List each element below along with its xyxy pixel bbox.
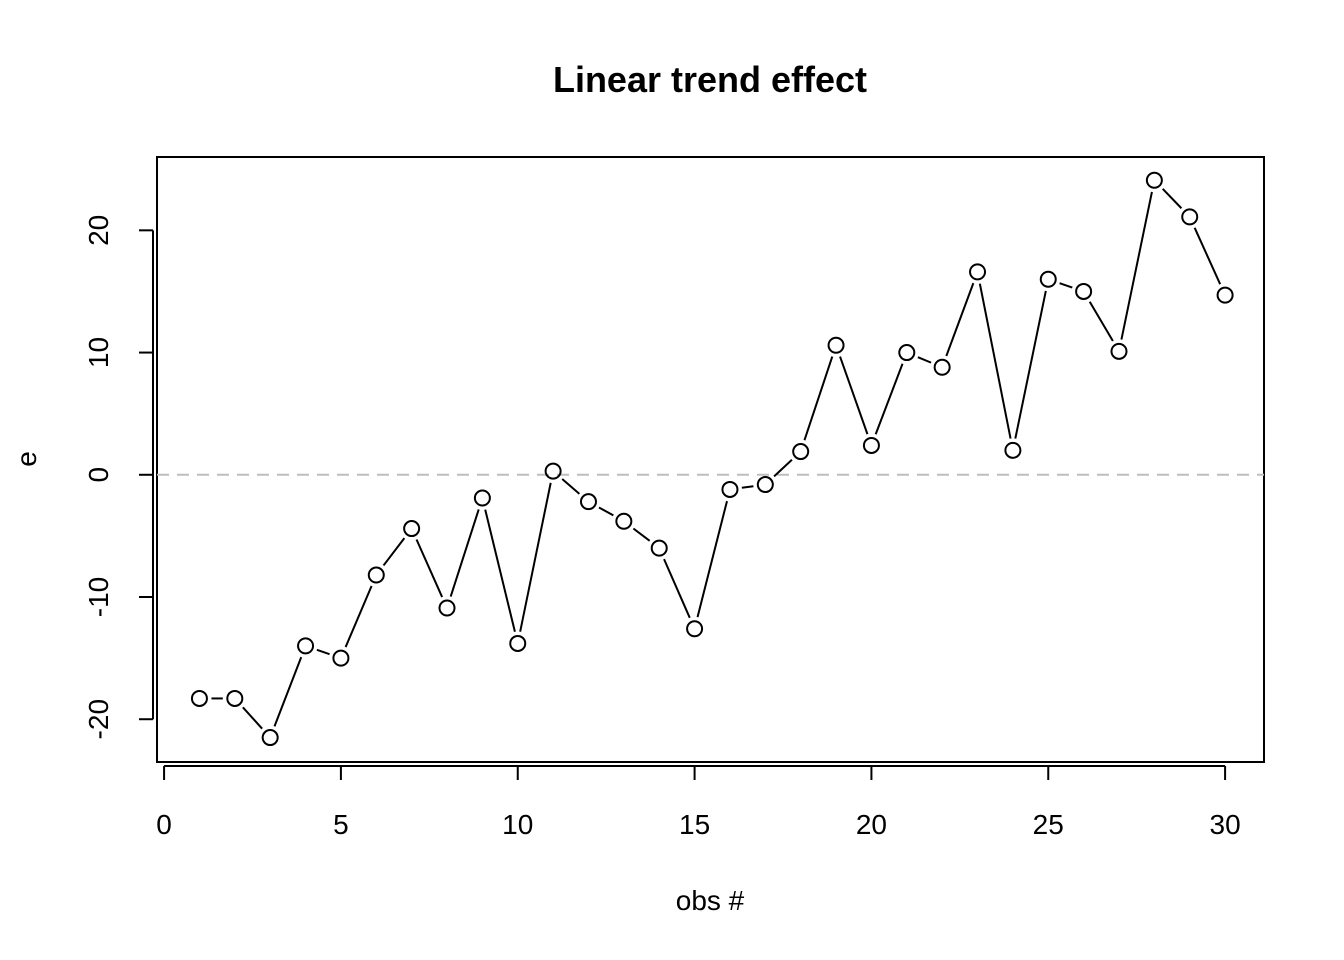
series-line-segment (1088, 301, 1114, 342)
series-line-segment (1120, 191, 1153, 340)
data-point (190, 689, 208, 707)
series-line-segment (945, 282, 975, 357)
data-point (898, 344, 916, 362)
x-axis-label: obs # (676, 885, 745, 916)
data-point (1216, 286, 1234, 304)
chart-title: Linear trend effect (553, 59, 867, 100)
x-tick-label: 20 (856, 809, 887, 840)
series-line-segment (598, 506, 614, 517)
data-point (827, 336, 845, 354)
data-point (403, 520, 421, 538)
series-line-segment (839, 356, 869, 435)
data-point (261, 729, 279, 747)
series-line-segment (561, 478, 581, 495)
plot-frame (156, 156, 1265, 763)
series-line-segment (415, 539, 444, 598)
series-line-segment (978, 283, 1012, 439)
data-point (226, 689, 244, 707)
data-point (756, 476, 774, 494)
y-tick-label: 10 (83, 337, 114, 368)
data-point (473, 489, 491, 507)
series-line-segment (663, 558, 691, 619)
y-tick-label: 20 (83, 215, 114, 246)
data-point (367, 566, 385, 584)
data-point (1145, 171, 1163, 189)
series-line-segment (242, 706, 263, 730)
series-line-segment (1014, 290, 1047, 439)
data-point (1075, 282, 1093, 300)
series-line-segment (382, 537, 406, 567)
data-point (1039, 270, 1057, 288)
data-point (792, 443, 810, 461)
series-line-segment (1059, 282, 1073, 289)
series-line-segment (874, 363, 904, 435)
x-tick-label: 15 (679, 809, 710, 840)
x-tick-label: 25 (1033, 809, 1064, 840)
y-tick-label: -20 (83, 699, 114, 739)
y-tick-label: -10 (83, 577, 114, 617)
x-axis: 0 5 10 15 20 25 30 (156, 765, 1241, 840)
series-line-segment (773, 459, 793, 478)
data-point (1110, 342, 1128, 360)
series-line-segment (273, 656, 303, 727)
data-point (969, 263, 987, 281)
series-line-segment (1161, 188, 1183, 209)
series-line-segment (316, 648, 330, 656)
data-point (579, 493, 597, 511)
series-line-segment (519, 482, 552, 632)
series-points-layer (190, 171, 1234, 747)
series-line-segment (1193, 227, 1222, 285)
data-point (721, 480, 739, 498)
series-line-segment (449, 509, 480, 597)
data-point (862, 436, 880, 454)
y-axis: -20 -10 0 10 20 (83, 215, 154, 739)
data-point (933, 358, 951, 376)
series-line-segment (803, 356, 834, 441)
y-tick-label: 0 (83, 467, 114, 483)
series-line-segment (344, 585, 373, 648)
series-line-segment (696, 500, 728, 618)
x-tick-label: 30 (1210, 809, 1241, 840)
x-tick-label: 0 (156, 809, 172, 840)
data-point (544, 462, 562, 480)
series-line-segment (632, 527, 651, 542)
data-point (332, 649, 350, 667)
data-point (509, 634, 527, 652)
x-tick-label: 5 (333, 809, 349, 840)
data-point (615, 512, 633, 530)
series-line-segment (741, 485, 754, 489)
x-tick-label: 10 (502, 809, 533, 840)
series-line-layer (211, 188, 1222, 730)
series-line-segment (484, 509, 516, 633)
data-point (650, 539, 668, 557)
data-point (1004, 441, 1022, 459)
data-point (297, 637, 315, 655)
data-point (438, 599, 456, 617)
y-axis-label: e (11, 451, 42, 467)
series-line-segment (917, 356, 932, 364)
data-point (1181, 208, 1199, 226)
data-point (686, 620, 704, 638)
